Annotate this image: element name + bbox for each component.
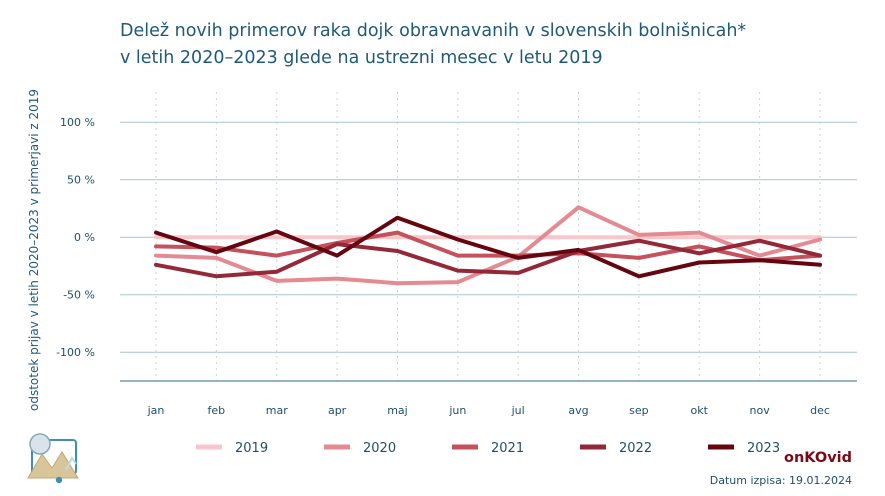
x-tick-label: avg xyxy=(568,404,588,417)
x-tick-label: jun xyxy=(448,404,466,417)
legend: 2019 2020 2021 2022 2023 xyxy=(196,441,780,456)
x-tick-label: okt xyxy=(691,404,709,417)
series-line-2020 xyxy=(154,205,822,286)
series-lines xyxy=(154,205,822,286)
x-tick-label: maj xyxy=(387,404,408,417)
chart-title: Delež novih primerov raka dojk obravnava… xyxy=(120,18,840,72)
x-tick-label: jan xyxy=(147,404,165,417)
x-tick-label: apr xyxy=(328,404,347,417)
series-line-2022 xyxy=(154,238,822,279)
y-axis-label: odstotek prijav v letih 2020–2023 v prim… xyxy=(27,89,41,411)
print-date: Datum izpisa: 19.01.2024 xyxy=(709,474,852,487)
brand-label: onKOvid xyxy=(784,450,852,466)
x-tick-labels: jan feb mar apr maj jun jul avg sep okt nov dec xyxy=(147,404,830,417)
y-tick-label: 50 % xyxy=(67,174,95,187)
chart-title-line-2: v letih 2020–2023 glede na ustrezni mese… xyxy=(120,48,603,68)
y-tick-label: 100 % xyxy=(60,116,95,129)
y-tick-label: -100 % xyxy=(56,346,95,359)
y-tick-label: 0 % xyxy=(74,231,95,244)
x-tick-label: jul xyxy=(511,404,525,417)
legend-label-2020: 2020 xyxy=(363,441,396,456)
legend-label-2022: 2022 xyxy=(619,441,652,456)
x-tick-label: sep xyxy=(629,404,648,417)
x-tick-label: feb xyxy=(208,404,226,417)
y-tick-label: -50 % xyxy=(63,289,95,302)
onkovid-logo xyxy=(22,430,82,488)
x-tick-label: mar xyxy=(266,404,288,417)
x-tick-label: dec xyxy=(810,404,830,417)
series-line-2021 xyxy=(154,230,822,263)
legend-label-2021: 2021 xyxy=(491,441,524,456)
chart-title-line-1: Delež novih primerov raka dojk obravnava… xyxy=(120,21,747,41)
x-tick-label: nov xyxy=(750,404,771,417)
series-line-2023 xyxy=(154,215,822,279)
y-tick-labels: 100 % 50 % 0 % -50 % -100 % xyxy=(56,116,95,359)
legend-label-2023: 2023 xyxy=(747,441,780,456)
legend-label-2019: 2019 xyxy=(235,441,268,456)
